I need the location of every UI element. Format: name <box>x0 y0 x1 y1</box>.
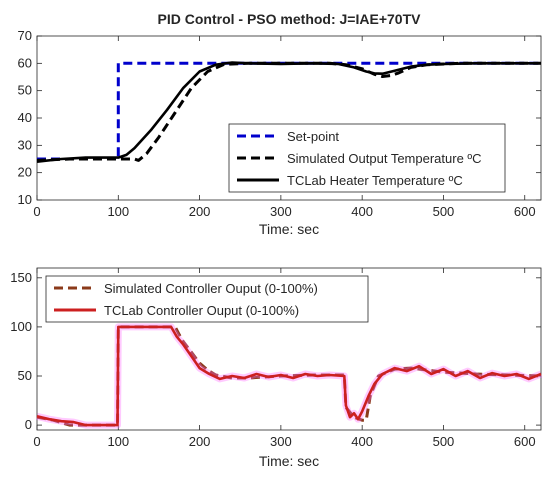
y-tick-label: 50 <box>18 368 32 383</box>
x-tick-label: 600 <box>514 434 536 449</box>
top-chart: PID Control - PSO method: J=IAE+70TV 0 10… <box>18 11 542 237</box>
x-tick-label: 0 <box>33 434 40 449</box>
x-tick-label: 0 <box>33 204 40 219</box>
x-tick-label: 500 <box>433 204 455 219</box>
top-x-axis-label: Time: sec <box>259 221 319 237</box>
top-axis-ticks: 0 100 200 300 400 500 600 10 20 30 40 50 60 70 <box>18 28 541 219</box>
legend-label: TCLab Heater Temperature ºC <box>287 173 463 188</box>
y-tick-label: 40 <box>18 110 32 125</box>
bottom-axis-ticks: 0 100 200 300 400 500 600 0 50 100 150 <box>10 268 541 449</box>
x-tick-label: 100 <box>107 434 129 449</box>
bottom-series-lines <box>36 323 543 429</box>
x-tick-label: 400 <box>351 434 373 449</box>
y-tick-label: 50 <box>18 83 32 98</box>
y-tick-label: 20 <box>18 165 32 180</box>
series-line-1 <box>36 325 542 427</box>
series-line-2 <box>36 61 541 163</box>
top-series-lines <box>36 61 541 163</box>
bottom-chart: 0 100 200 300 400 500 600 0 50 100 150 Time: sec S… <box>10 267 543 469</box>
x-tick-label: 400 <box>351 204 373 219</box>
x-tick-label: 200 <box>189 434 211 449</box>
x-tick-label: 500 <box>433 434 455 449</box>
top-legend: Set-point Simulated Output Temperature ºC… <box>228 123 506 193</box>
chart-title: PID Control - PSO method: J=IAE+70TV <box>158 11 422 27</box>
x-tick-label: 100 <box>107 204 129 219</box>
bottom-x-axis-label: Time: sec <box>259 453 319 469</box>
bottom-legend: Simulated Controller Ouput (0-100%) TCLab… <box>45 275 369 323</box>
y-tick-label: 100 <box>10 319 32 334</box>
x-tick-label: 300 <box>270 434 292 449</box>
y-tick-label: 10 <box>18 192 32 207</box>
legend-label: Simulated Controller Ouput (0-100%) <box>104 281 318 296</box>
y-tick-label: 70 <box>18 28 32 43</box>
legend-label: TCLab Controller Ouput (0-100%) <box>104 303 299 318</box>
x-tick-label: 200 <box>189 204 211 219</box>
x-tick-label: 600 <box>514 204 536 219</box>
bottom-legend-box <box>45 275 369 323</box>
legend-label: Simulated Output Temperature ºC <box>287 151 482 166</box>
series-line-0 <box>37 61 541 161</box>
y-tick-label: 60 <box>18 55 32 70</box>
x-tick-label: 300 <box>270 204 292 219</box>
y-tick-label: 0 <box>25 417 32 432</box>
y-tick-label: 150 <box>10 270 32 285</box>
legend-label: Set-point <box>287 129 339 144</box>
y-tick-label: 30 <box>18 137 32 152</box>
